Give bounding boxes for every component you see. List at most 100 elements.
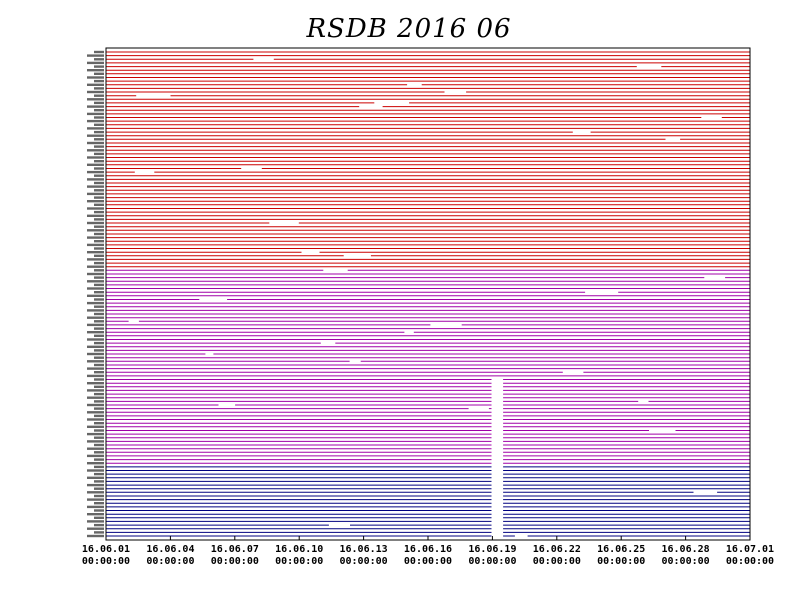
- row-label-mark: [94, 312, 104, 316]
- plot-frame: [105, 47, 751, 541]
- row-label-mark: [87, 98, 104, 101]
- row-label-mark: [94, 334, 104, 337]
- row-label-mark: [87, 454, 104, 458]
- x-tick-date: 16.06.16: [404, 544, 452, 555]
- row-label-mark: [87, 447, 104, 450]
- row-label-mark: [94, 79, 104, 83]
- row-label-mark: [87, 505, 104, 509]
- row-label-mark: [94, 327, 104, 330]
- row-label-mark: [87, 527, 104, 530]
- row-label-mark: [87, 403, 104, 407]
- x-tick-time: 00:00:00: [726, 556, 774, 567]
- row-label-mark: [94, 465, 104, 469]
- station-rows: [106, 51, 750, 537]
- x-tick-date: 16.06.28: [662, 544, 710, 555]
- row-label-mark: [87, 214, 104, 217]
- row-label-mark: [94, 145, 104, 148]
- x-tick-date: 16.06.01: [82, 544, 130, 555]
- row-label-mark: [87, 440, 104, 443]
- row-label-mark: [87, 272, 104, 276]
- row-label-mark: [94, 203, 104, 206]
- row-label-mark: [94, 487, 104, 490]
- row-label-mark: [87, 258, 104, 261]
- row-label-mark: [87, 294, 104, 297]
- row-label-mark: [94, 123, 104, 126]
- x-tick-time: 00:00:00: [533, 556, 581, 567]
- row-label-mark: [94, 167, 104, 170]
- station-labels: [87, 50, 104, 538]
- row-label-mark: [94, 320, 104, 323]
- x-axis: 16.06.0100:00:0016.06.0400:00:0016.06.07…: [82, 536, 774, 567]
- row-label-mark: [87, 483, 104, 487]
- row-label-mark: [94, 516, 104, 519]
- row-label-mark: [94, 210, 104, 214]
- row-label-mark: [94, 130, 104, 134]
- row-label-mark: [94, 276, 104, 279]
- row-label-mark: [94, 363, 104, 367]
- row-label-mark: [87, 127, 104, 130]
- row-label-mark: [87, 462, 104, 465]
- row-label-mark: [94, 341, 104, 345]
- row-label-mark: [94, 422, 104, 425]
- row-label-mark: [87, 411, 104, 414]
- row-label-mark: [87, 389, 104, 392]
- row-label-mark: [87, 149, 104, 152]
- row-label-mark: [94, 152, 104, 156]
- x-tick-time: 00:00:00: [340, 556, 388, 567]
- row-label-mark: [87, 352, 104, 356]
- row-label-mark: [87, 265, 104, 268]
- row-label-mark: [94, 385, 104, 388]
- row-label-mark: [94, 254, 104, 257]
- row-label-mark: [94, 261, 104, 265]
- row-label-mark: [94, 283, 104, 287]
- row-label-mark: [94, 458, 104, 461]
- row-label-mark: [94, 109, 104, 112]
- row-label-mark: [94, 472, 104, 476]
- x-tick-time: 00:00:00: [662, 556, 710, 567]
- row-label-mark: [94, 509, 104, 512]
- row-label-mark: [87, 316, 104, 319]
- x-tick-date: 16.06.04: [146, 544, 194, 555]
- row-label-mark: [94, 225, 104, 228]
- row-label-mark: [87, 185, 104, 188]
- row-label-mark: [87, 134, 104, 137]
- row-label-mark: [94, 174, 104, 177]
- row-label-mark: [87, 90, 104, 94]
- row-label-mark: [94, 269, 104, 272]
- row-label-mark: [94, 371, 104, 374]
- row-label-mark: [87, 105, 104, 108]
- x-tick-date: 16.06.25: [597, 544, 645, 555]
- row-label-mark: [94, 160, 104, 163]
- row-label-mark: [87, 280, 104, 283]
- x-tick-time: 00:00:00: [146, 556, 194, 567]
- row-label-mark: [87, 513, 104, 516]
- row-label-mark: [94, 116, 104, 119]
- row-label-mark: [87, 374, 104, 378]
- row-label-mark: [94, 407, 104, 410]
- row-label-mark: [87, 287, 104, 290]
- row-label-mark: [94, 378, 104, 381]
- row-label-mark: [94, 523, 104, 527]
- row-label-mark: [87, 425, 104, 428]
- row-label-mark: [94, 240, 104, 243]
- row-label-mark: [94, 291, 104, 294]
- row-label-mark: [94, 72, 104, 75]
- row-label-mark: [87, 432, 104, 436]
- row-label-mark: [87, 396, 104, 399]
- chart-title: RSDB 2016 06: [305, 14, 511, 44]
- row-label-mark: [94, 349, 104, 352]
- x-tick-date: 16.07.01: [726, 544, 774, 555]
- row-label-mark: [94, 218, 104, 221]
- row-label-mark: [94, 400, 104, 403]
- row-label-mark: [94, 196, 104, 199]
- row-label-mark: [87, 69, 104, 72]
- row-label-mark: [87, 301, 104, 305]
- row-label-mark: [87, 119, 104, 123]
- row-label-mark: [87, 367, 104, 370]
- row-label-mark: [87, 178, 104, 181]
- row-label-mark: [87, 491, 104, 494]
- row-label-mark: [87, 469, 104, 472]
- x-tick-time: 00:00:00: [82, 556, 130, 567]
- row-label-mark: [94, 232, 104, 236]
- x-tick-date: 16.06.07: [211, 544, 259, 555]
